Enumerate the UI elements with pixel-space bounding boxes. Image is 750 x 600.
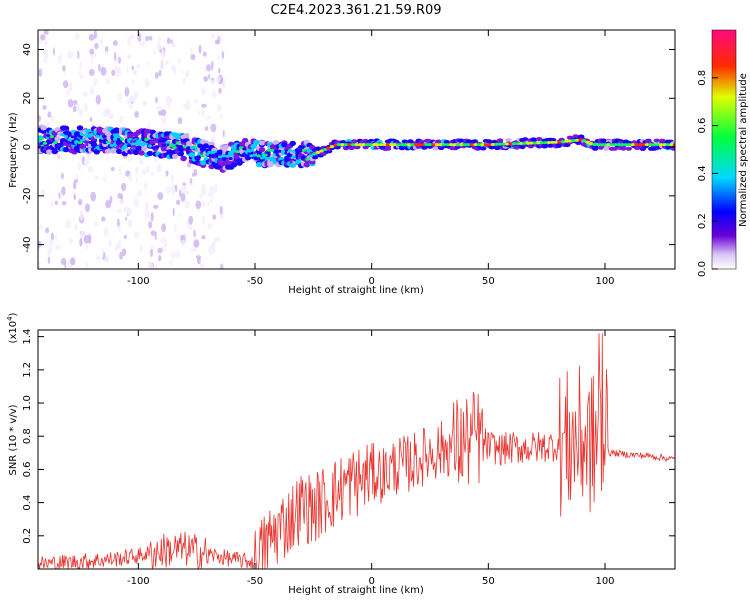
snr-panel: -100 -50 0 50 100 0.2 0.4 0.6 0.8 1.0 1.2 1.4 Heigh…	[6, 312, 676, 596]
y-tick-label: 0.6	[22, 461, 33, 477]
x-tick-label: 0	[368, 576, 374, 587]
colorbar: 0.0 0.2 0.4 0.6 0.8 Normalized spectral ampl…	[697, 29, 749, 277]
spectrogram-frame	[37, 29, 676, 270]
x-tick-label: 50	[482, 276, 495, 287]
snr-yunit: (x104)	[6, 312, 19, 343]
colorbar-tick-label: 0.2	[697, 213, 708, 229]
y-tick-label: 0.8	[22, 428, 33, 444]
snr-xlabel: Height of straight line (km)	[288, 585, 424, 596]
spectrogram-panel: -100 -50 0 50 100 -40 -20 0 20 40 Height of strai…	[8, 29, 676, 296]
spectrogram-image	[38, 30, 675, 269]
y-tick-label: 20	[22, 92, 33, 105]
y-tick-label: 40	[22, 43, 33, 56]
y-tick-label: 0.2	[22, 528, 33, 544]
y-tick-label: 1.4	[22, 329, 33, 345]
x-tick-label: -50	[247, 276, 263, 287]
y-tick-label: 1.0	[22, 395, 33, 411]
snr-yunit-base: (x10	[8, 321, 19, 344]
y-tick-label: -20	[22, 188, 33, 204]
x-tick-label: 50	[482, 576, 495, 587]
snr-ylabel: SNR (10 * v/v)	[8, 404, 19, 475]
colorbar-tick-label: 0.4	[697, 165, 708, 181]
figure-title: C2E4.2023.361.21.59.R09	[270, 3, 441, 18]
colorbar-tick-label: 0.0	[697, 261, 708, 277]
x-tick-label: 100	[595, 276, 614, 287]
snr-series-line	[38, 333, 675, 569]
svg-text:(x104): (x104)	[6, 312, 19, 343]
y-tick-label: 0.4	[22, 495, 33, 511]
snr-yunit-exp: 4	[6, 316, 14, 321]
colorbar-gradient	[711, 29, 737, 270]
x-tick-label: -100	[127, 276, 150, 287]
spectrogram-xlabel: Height of straight line (km)	[288, 285, 424, 296]
x-tick-label: -50	[247, 576, 263, 587]
spectrogram-ylabel: Frequency (Hz)	[8, 112, 19, 188]
x-tick-label: 0	[368, 276, 374, 287]
x-tick-label: 100	[595, 576, 614, 587]
colorbar-tick-label: 0.8	[697, 70, 708, 86]
colorbar-label: Normalized spectral amplitude	[738, 73, 749, 227]
colorbar-tick-label: 0.6	[697, 118, 708, 134]
y-tick-label: 1.2	[22, 362, 33, 378]
x-tick-label: -100	[127, 576, 150, 587]
snr-frame	[37, 329, 676, 570]
y-tick-label: -40	[22, 236, 33, 252]
y-tick-label: 0	[22, 144, 33, 150]
